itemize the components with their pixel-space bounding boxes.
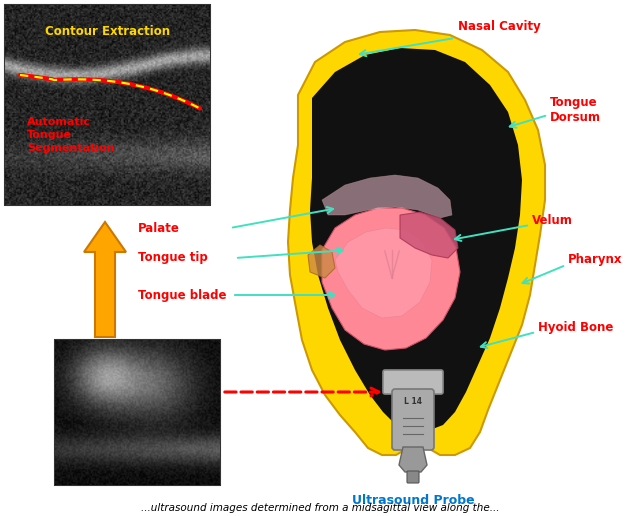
Text: ...ultrasound images determined from a midsagittal view along the...: ...ultrasound images determined from a m… bbox=[141, 503, 499, 513]
Text: Contour Extraction: Contour Extraction bbox=[45, 25, 170, 38]
Polygon shape bbox=[322, 175, 452, 218]
Text: Ultrasound Probe: Ultrasound Probe bbox=[352, 493, 474, 507]
FancyBboxPatch shape bbox=[407, 471, 419, 483]
Polygon shape bbox=[310, 48, 522, 430]
Text: Tongue
Dorsum: Tongue Dorsum bbox=[550, 96, 601, 124]
FancyBboxPatch shape bbox=[383, 370, 443, 394]
Text: Automatic
Tongue
Segmentation: Automatic Tongue Segmentation bbox=[27, 117, 115, 153]
Polygon shape bbox=[399, 447, 427, 472]
Polygon shape bbox=[288, 30, 545, 455]
Text: Tongue blade: Tongue blade bbox=[138, 288, 227, 301]
Polygon shape bbox=[308, 245, 335, 278]
Polygon shape bbox=[322, 208, 460, 350]
Text: Nasal Cavity: Nasal Cavity bbox=[458, 20, 541, 33]
Text: Pharynx: Pharynx bbox=[568, 253, 623, 266]
Polygon shape bbox=[335, 228, 432, 318]
FancyBboxPatch shape bbox=[392, 389, 434, 450]
FancyBboxPatch shape bbox=[5, 5, 210, 205]
Text: Velum: Velum bbox=[532, 214, 573, 227]
Polygon shape bbox=[400, 212, 458, 258]
Text: Hyoid Bone: Hyoid Bone bbox=[538, 320, 613, 333]
FancyArrow shape bbox=[84, 222, 126, 337]
Text: L 14: L 14 bbox=[404, 397, 422, 407]
FancyBboxPatch shape bbox=[55, 340, 220, 485]
Text: Tongue tip: Tongue tip bbox=[138, 251, 208, 265]
Text: Palate: Palate bbox=[138, 221, 180, 234]
